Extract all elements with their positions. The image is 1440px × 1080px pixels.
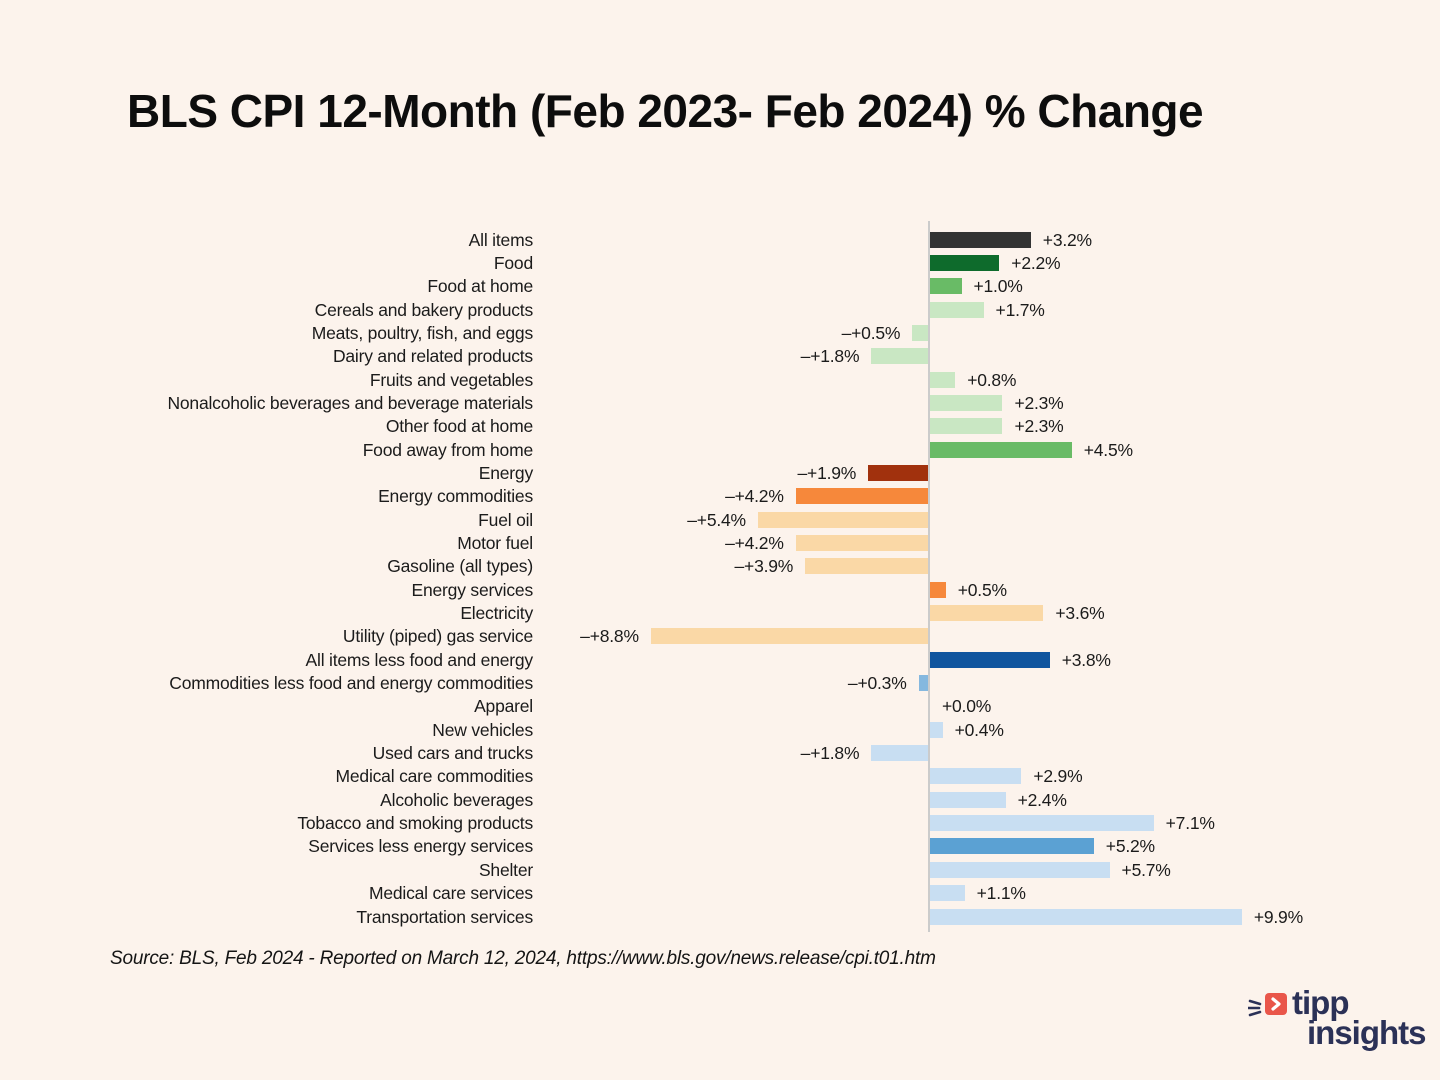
- category-label: Dairy and related products: [332, 346, 533, 367]
- bar: [930, 441, 1072, 458]
- value-label: +2.3%: [1014, 392, 1064, 413]
- value-label: +2.3%: [1014, 416, 1064, 437]
- category-label: Energy: [478, 462, 533, 483]
- chart-title: BLS CPI 12-Month (Feb 2023- Feb 2024) % …: [127, 85, 1204, 137]
- category-label: Food at home: [427, 276, 533, 297]
- bar: [930, 768, 1022, 785]
- bar: [871, 745, 928, 762]
- value-label: +7.1%: [1165, 813, 1215, 834]
- category-label: Nonalcoholic beverages and beverage mate…: [167, 392, 533, 413]
- value-label: –+1.9%: [797, 462, 857, 483]
- value-label: –+0.3%: [847, 673, 907, 694]
- value-label: +2.4%: [1017, 789, 1067, 810]
- bar: [757, 511, 928, 528]
- category-label: Fruits and vegetables: [369, 369, 533, 390]
- value-label: –+8.8%: [580, 626, 639, 647]
- bar: [930, 721, 943, 738]
- bar: [930, 371, 956, 388]
- value-label: +2.9%: [1033, 766, 1083, 787]
- category-label: Food away from home: [362, 439, 534, 460]
- value-label: –+3.9%: [734, 556, 794, 577]
- value-label: +4.5%: [1083, 439, 1133, 460]
- bar: [930, 815, 1154, 832]
- bar: [930, 791, 1006, 808]
- bar: [930, 908, 1242, 925]
- bar: [805, 558, 928, 575]
- bar: [930, 651, 1050, 668]
- category-label: Energy services: [411, 579, 534, 600]
- category-label: Motor fuel: [457, 532, 533, 553]
- category-label: Fuel oil: [478, 509, 533, 530]
- value-label: +9.9%: [1253, 906, 1303, 927]
- source-note: Source: BLS, Feb 2024 - Reported on Marc…: [110, 948, 936, 969]
- category-label: Services less energy services: [308, 836, 533, 857]
- burst-lines-icon: [1248, 999, 1262, 1017]
- bar: [868, 464, 928, 481]
- logo-word-tipp: tipp: [1292, 984, 1349, 1021]
- bar: [918, 675, 928, 692]
- category-label: Utility (piped) gas service: [342, 626, 533, 647]
- category-label: Meats, poultry, fish, and eggs: [311, 322, 533, 343]
- bar: [795, 488, 928, 505]
- bar: [795, 534, 928, 551]
- category-label: New vehicles: [432, 719, 533, 740]
- category-label: Apparel: [474, 696, 533, 717]
- category-label: Commodities less food and energy commodi…: [169, 673, 533, 694]
- category-label: Other food at home: [385, 416, 533, 437]
- value-label: –+5.4%: [687, 509, 746, 530]
- category-label: Shelter: [478, 859, 533, 880]
- value-label: +3.8%: [1061, 649, 1111, 670]
- category-label: Medical care services: [368, 883, 533, 904]
- category-label: Gasoline (all types): [387, 556, 533, 577]
- category-label: Medical care commodities: [335, 766, 534, 787]
- value-label: +0.8%: [967, 369, 1017, 390]
- category-label: Electricity: [460, 603, 533, 624]
- bar: [650, 628, 928, 645]
- category-label: All items: [468, 229, 534, 250]
- bar: [871, 348, 928, 365]
- value-label: +0.5%: [957, 579, 1007, 600]
- value-label: +0.4%: [954, 719, 1004, 740]
- value-label: –+4.2%: [725, 486, 784, 507]
- category-label: Used cars and trucks: [372, 743, 534, 764]
- value-label: +0.0%: [942, 696, 992, 717]
- bar: [930, 605, 1044, 622]
- bar: [912, 324, 928, 341]
- value-label: +5.7%: [1121, 859, 1171, 880]
- value-label: +5.2%: [1105, 836, 1155, 857]
- logo-word-insights: insights: [1307, 1014, 1427, 1051]
- bar: [930, 581, 946, 598]
- value-label: +3.2%: [1042, 229, 1092, 250]
- bar: [930, 885, 965, 902]
- logo-chevron-icon: [1265, 993, 1287, 1015]
- value-label: +1.1%: [976, 883, 1026, 904]
- bar: [930, 861, 1110, 878]
- value-label: –+4.2%: [725, 532, 784, 553]
- category-label: Food: [493, 252, 533, 273]
- category-label: Alcoholic beverages: [380, 789, 533, 810]
- value-label: –+1.8%: [800, 743, 860, 764]
- bar: [930, 254, 1000, 271]
- category-label: Cereals and bakery products: [314, 299, 534, 320]
- value-label: +1.7%: [995, 299, 1045, 320]
- bar: [930, 838, 1094, 855]
- bar: [930, 418, 1003, 435]
- category-label: All items less food and energy: [305, 649, 534, 670]
- category-label: Tobacco and smoking products: [297, 813, 533, 834]
- value-label: –+1.8%: [800, 346, 860, 367]
- bar: [930, 394, 1003, 411]
- value-label: –+0.5%: [841, 322, 901, 343]
- value-label: +1.0%: [973, 276, 1023, 297]
- category-label: Energy commodities: [378, 486, 533, 507]
- tipp-insights-logo: tipp insights: [1248, 984, 1427, 1051]
- bar: [930, 278, 962, 295]
- category-label: Transportation services: [356, 906, 533, 927]
- value-label: +3.6%: [1055, 603, 1105, 624]
- bar: [930, 301, 984, 318]
- value-label: +2.2%: [1011, 252, 1061, 273]
- bar: [930, 231, 1031, 248]
- zero-axis-line: [928, 221, 930, 932]
